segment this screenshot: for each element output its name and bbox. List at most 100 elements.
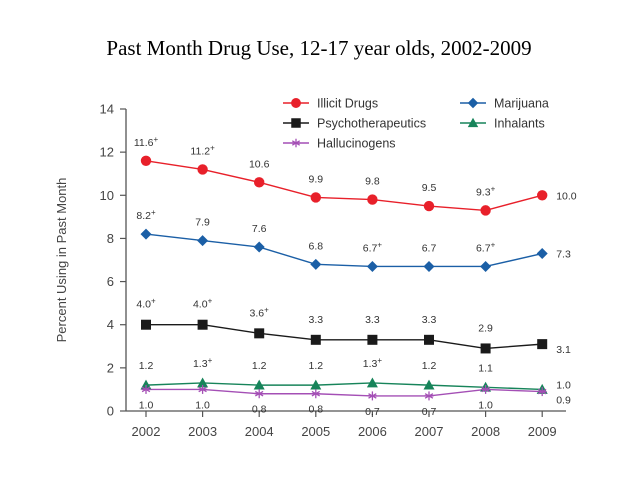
hallucinogens-marker (424, 391, 434, 401)
hallucinogens-data-label: 1.0 (139, 399, 154, 411)
y-tick-label: 0 (107, 404, 114, 419)
psychotherapeutics-data-label: 3.3 (308, 314, 323, 326)
legend: Illicit Drugs Psychotherapeutics Hallucino… (283, 97, 549, 151)
x-tick-label: 2002 (132, 424, 161, 439)
marijuana-marker (480, 260, 492, 272)
x-tick-label: 2004 (245, 424, 274, 439)
marijuana-data-label: 7.6 (252, 223, 267, 235)
hallucinogens-marker (481, 384, 491, 394)
inhalants-marker (140, 379, 152, 390)
legend-item-psychotherapeutics: Psychotherapeutics (283, 117, 426, 131)
inhalants-line (145, 382, 543, 391)
psychotherapeutics-marker (537, 339, 548, 350)
hallucinogens-data-label: 0.8 (252, 404, 267, 416)
inhalants-data-label: 1.2 (252, 360, 267, 372)
psychotherapeutics-marker (424, 334, 434, 345)
marijuana-marker (310, 258, 322, 270)
legend-triangle-icon (467, 117, 479, 128)
significance-marker: + (151, 208, 156, 217)
illicit-drugs-data-label: 9.9 (308, 173, 323, 185)
illicit-drugs-data-label: 11.2+ (190, 143, 215, 157)
psychotherapeutics-data-label: 2.9 (478, 322, 493, 334)
illicit-drugs-data-label: 9.3+ (476, 184, 496, 198)
legend-item-hallucinogens: Hallucinogens (283, 137, 396, 151)
significance-marker: + (377, 240, 382, 249)
x-tick-label: 2008 (471, 424, 500, 439)
hallucinogens-marker (198, 384, 208, 394)
hallucinogens-marker (537, 387, 547, 397)
inhalants-data-label: 1.2 (308, 360, 323, 372)
psychotherapeutics-marker (197, 319, 208, 330)
illicit-drugs-marker (537, 190, 548, 201)
hallucinogens-data-label: 0.8 (308, 404, 323, 416)
inhalants-data-label: 1.2 (422, 360, 437, 372)
illicit-drugs-marker (310, 192, 321, 203)
x-tick-label: 2005 (301, 424, 330, 439)
x-tick-label: 2007 (415, 424, 444, 439)
marijuana-marker (197, 235, 209, 247)
inhalants-data-label: 1.2 (139, 360, 154, 372)
legend-label: Inhalants (494, 117, 545, 131)
inhalants-marker (423, 379, 435, 390)
psychotherapeutics-data-label: 3.1 (556, 344, 571, 356)
significance-marker: + (208, 356, 213, 365)
y-tick-label: 4 (107, 317, 114, 332)
illicit-drugs-data-label: 9.8 (365, 176, 380, 188)
psychotherapeutics-marker (310, 334, 321, 345)
inhalants-data-label: 1.0 (556, 379, 571, 391)
marijuana-marker (140, 228, 152, 240)
marijuana-data-label: 6.8 (308, 240, 323, 252)
inhalants-data-label: 1.3+ (363, 356, 383, 370)
x-tick-label: 2006 (358, 424, 387, 439)
legend-item-marijuana: Marijuana (460, 97, 549, 111)
hallucinogens-marker (367, 391, 377, 401)
hallucinogens-data-label: 0.9 (556, 395, 571, 407)
x-tick-label: 2003 (188, 424, 217, 439)
illicit-drugs-data-label: 9.5 (422, 182, 437, 194)
significance-marker: + (491, 184, 496, 193)
psychotherapeutics-marker (367, 334, 378, 345)
x-tick-label: 2009 (528, 424, 557, 439)
marijuana-data-label: 7.3 (556, 249, 571, 261)
significance-marker: + (151, 297, 156, 306)
significance-marker: + (154, 135, 159, 144)
series-markers (140, 155, 548, 401)
psychotherapeutics-marker (141, 319, 151, 330)
legend-square-icon (291, 118, 301, 128)
y-tick-label: 12 (100, 145, 114, 160)
y-tick-label: 6 (107, 274, 114, 289)
marijuana-marker (536, 248, 548, 260)
illicit-drugs-line (145, 160, 543, 212)
marijuana-data-label: 6.7 (422, 242, 437, 254)
psychotherapeutics-data-label: 3.3 (422, 314, 437, 326)
psychotherapeutics-data-label: 4.0+ (193, 297, 213, 311)
hallucinogens-marker (141, 384, 151, 394)
significance-marker: + (208, 297, 213, 306)
significance-marker: + (491, 240, 496, 249)
chart-title: Past Month Drug Use, 12-17 year olds, 20… (106, 36, 532, 60)
series-lines (145, 160, 543, 397)
inhalants-data-label: 1.3+ (193, 356, 213, 370)
marijuana-data-label: 6.7+ (476, 240, 496, 254)
inhalants-marker (310, 379, 322, 390)
hallucinogens-marker (254, 389, 264, 399)
significance-marker: + (210, 143, 215, 152)
significance-marker: + (264, 305, 269, 314)
inhalants-marker (197, 377, 209, 388)
illicit-drugs-marker (480, 205, 491, 216)
significance-marker: + (377, 356, 382, 365)
inhalants-marker (253, 379, 265, 390)
psychotherapeutics-data-label: 4.0+ (136, 297, 156, 311)
psychotherapeutics-data-label: 3.6+ (250, 305, 270, 319)
y-tick-label: 2 (107, 360, 114, 375)
marijuana-marker (253, 241, 265, 253)
illicit-drugs-marker (367, 194, 378, 205)
psychotherapeutics-line (146, 324, 543, 350)
data-labels: 11.6+ 11.2+ 10.6 9.9 9.8 9.5 9.3+ 10.0 8.2+ 7.9 7.… (134, 135, 577, 418)
marijuana-data-label: 8.2+ (136, 208, 156, 222)
hallucinogens-marker (311, 389, 321, 399)
marijuana-data-label: 6.7+ (363, 240, 383, 254)
legend-diamond-icon (467, 97, 479, 109)
legend-asterisk-icon (291, 138, 301, 148)
